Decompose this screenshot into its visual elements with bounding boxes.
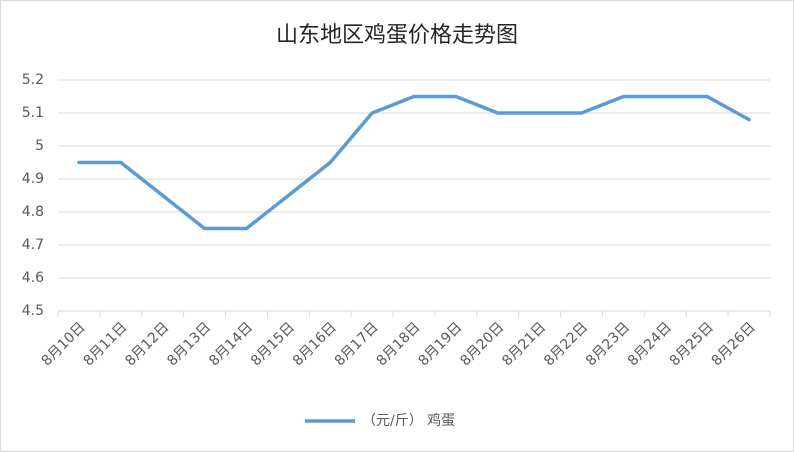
y-tick-label: 5	[35, 138, 44, 154]
y-tick-label: 4.5	[22, 303, 44, 319]
y-tick-label: 4.6	[22, 270, 44, 286]
data-line	[77, 94, 751, 231]
y-tick-label: 4.9	[22, 171, 44, 187]
y-tick-label: 4.8	[22, 204, 44, 220]
legend-label: （元/斤） 鸡蛋	[362, 412, 455, 429]
chart-title: 山东地区鸡蛋价格走势图	[276, 23, 518, 48]
y-tick-label: 4.7	[22, 237, 44, 253]
y-tick-label: 5.1	[22, 105, 44, 121]
y-tick-label: 5.2	[22, 72, 44, 88]
